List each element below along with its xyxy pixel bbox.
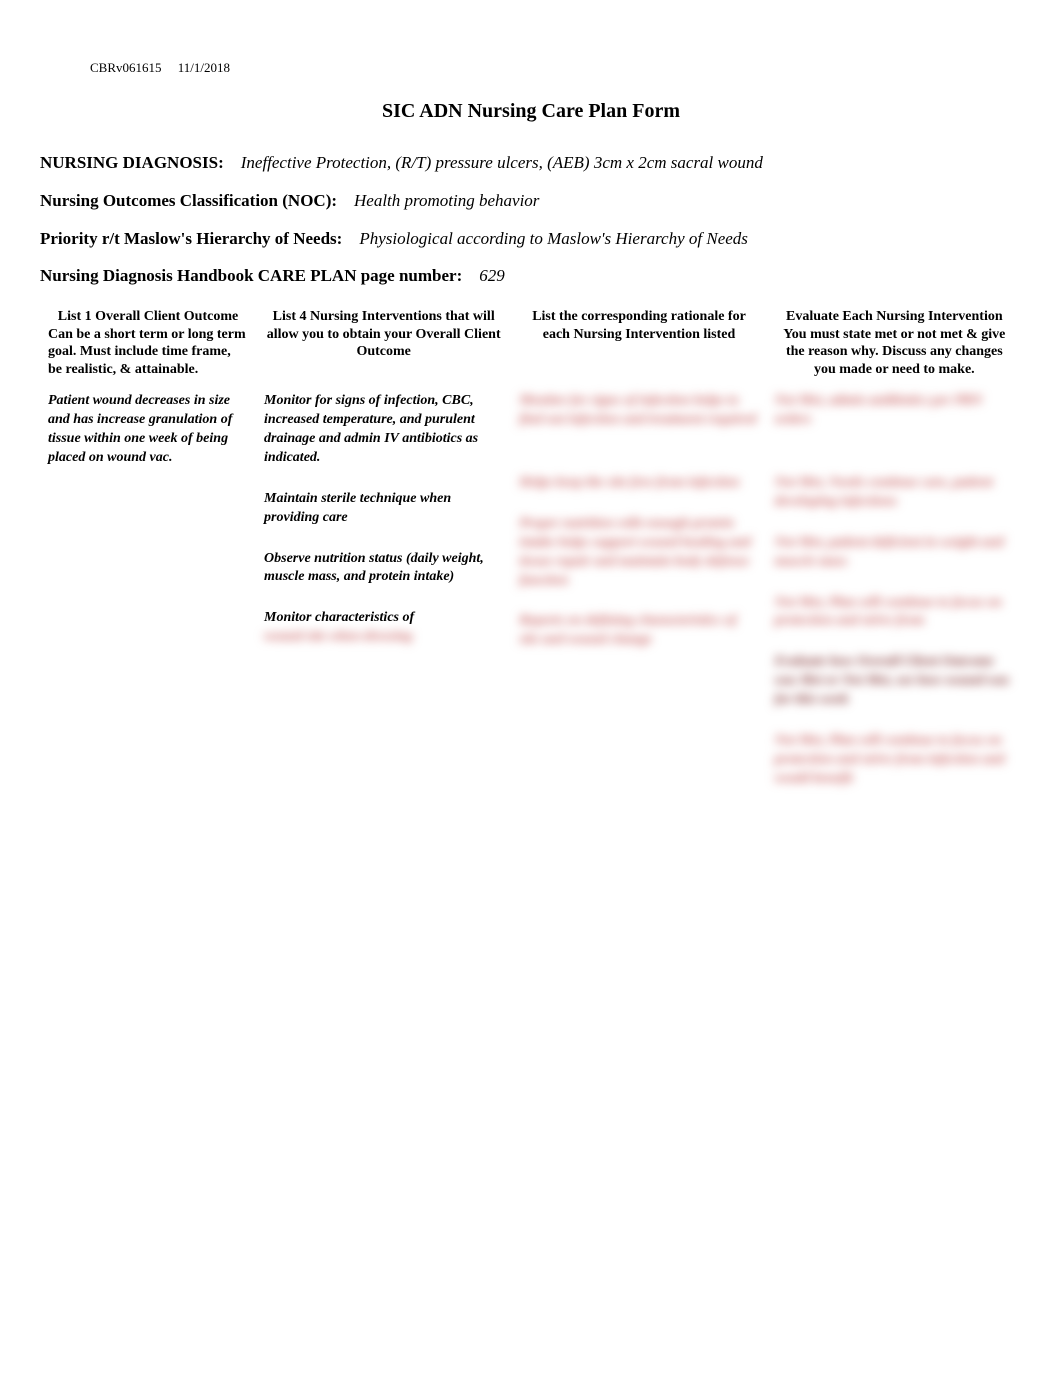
doc-date: 11/1/2018 <box>178 60 230 75</box>
form-title: SIC ADN Nursing Care Plan Form <box>40 100 1022 123</box>
table-row: Patient wound decreases in size and has … <box>40 388 1022 814</box>
priority-row: Priority r/t Maslow's Hierarchy of Needs… <box>40 227 1022 251</box>
header-interventions: List 4 Nursing Interventions that will a… <box>256 304 511 388</box>
header-interventions-main: List 4 Nursing Interventions that will a… <box>264 308 503 361</box>
pagenum-label: Nursing Diagnosis Handbook CARE PLAN pag… <box>40 266 462 285</box>
intervention-1: Monitor for signs of infection, CBC, inc… <box>264 392 503 468</box>
noc-label: Nursing Outcomes Classification (NOC): <box>40 191 337 210</box>
document-meta: CBRv061615 11/1/2018 <box>40 60 1022 76</box>
rationale-3-blurred: Proper nutrition with enough protein int… <box>519 515 758 591</box>
intervention-4-blurred: wound site when dressing <box>264 628 503 647</box>
header-evaluate-main: Evaluate Each Nursing Intervention <box>775 308 1014 326</box>
rationale-1-blurred: Monitor for signs of infection helps to … <box>519 392 758 430</box>
header-outcome-main: List 1 Overall Client Outcome <box>48 308 248 326</box>
pagenum-value: 629 <box>479 266 505 285</box>
eval-4b-blurred: Evaluate how Overall Client Outcome was … <box>775 653 1014 710</box>
header-outcome-sub: Can be a short term or long term goal. M… <box>48 326 248 379</box>
diagnosis-label: NURSING DIAGNOSIS: <box>40 153 224 172</box>
header-evaluate-sub: You must state met or not met & give the… <box>775 326 1014 379</box>
outcome-cell: Patient wound decreases in size and has … <box>40 388 256 814</box>
eval-4a-blurred: Not Met, Plan will continue to focus on … <box>775 594 1014 632</box>
eval-2-blurred: Not Met, Needs continue care, patient de… <box>775 474 1014 512</box>
diagnosis-value: Ineffective Protection, (R/T) pressure u… <box>241 153 763 172</box>
eval-1-blurred: Not Met, admin antibiotics per PRN order… <box>775 392 1014 430</box>
intervention-2: Maintain sterile technique when providin… <box>264 490 503 528</box>
pagenum-row: Nursing Diagnosis Handbook CARE PLAN pag… <box>40 264 1022 288</box>
noc-row: Nursing Outcomes Classification (NOC): H… <box>40 189 1022 213</box>
doc-code: CBRv061615 <box>90 60 162 75</box>
rationale-2-blurred: Helps keep the site free from infection <box>519 474 758 493</box>
interventions-cell: Monitor for signs of infection, CBC, inc… <box>256 388 511 814</box>
priority-value: Physiological according to Maslow's Hier… <box>359 229 748 248</box>
eval-3-blurred: Not Met, patient deficient in weight and… <box>775 534 1014 572</box>
header-evaluate: Evaluate Each Nursing Intervention You m… <box>767 304 1022 388</box>
header-outcome: List 1 Overall Client Outcome Can be a s… <box>40 304 256 388</box>
header-rationale: List the corresponding rationale for eac… <box>511 304 766 388</box>
eval-4c-blurred: Not Met, Plan will continue to focus on … <box>775 732 1014 789</box>
rationale-4-blurred: Reports on defining characteristics of s… <box>519 612 758 650</box>
intervention-4-visible: Monitor characteristics of <box>264 610 414 625</box>
outcome-text: Patient wound decreases in size and has … <box>48 392 248 468</box>
table-header-row: List 1 Overall Client Outcome Can be a s… <box>40 304 1022 388</box>
care-plan-table-wrap: List 1 Overall Client Outcome Can be a s… <box>40 304 1022 814</box>
intervention-3: Observe nutrition status (daily weight, … <box>264 550 503 588</box>
rationale-cell: Monitor for signs of infection helps to … <box>511 388 766 814</box>
noc-value: Health promoting behavior <box>354 191 539 210</box>
priority-label: Priority r/t Maslow's Hierarchy of Needs… <box>40 229 342 248</box>
header-rationale-main: List the corresponding rationale for eac… <box>519 308 758 343</box>
intervention-4: Monitor characteristics of wound site wh… <box>264 609 503 647</box>
evaluate-cell: Not Met, admin antibiotics per PRN order… <box>767 388 1022 814</box>
diagnosis-row: NURSING DIAGNOSIS: Ineffective Protectio… <box>40 151 1022 175</box>
care-plan-table: List 1 Overall Client Outcome Can be a s… <box>40 304 1022 814</box>
